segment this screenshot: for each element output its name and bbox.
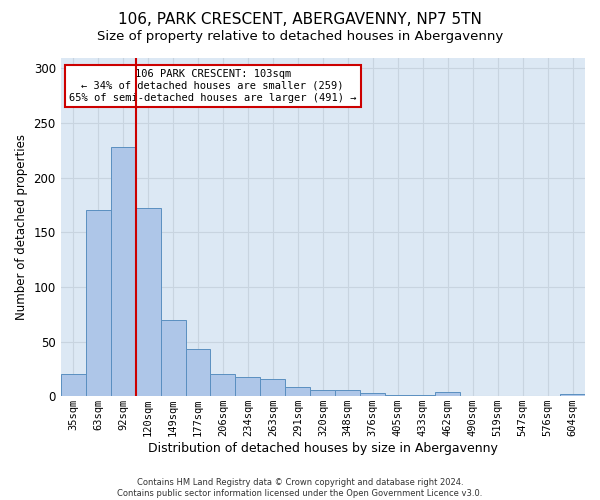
Bar	[310, 390, 335, 396]
Bar	[286, 388, 310, 396]
Bar	[161, 320, 185, 396]
Text: 106 PARK CRESCENT: 103sqm
← 34% of detached houses are smaller (259)
65% of semi: 106 PARK CRESCENT: 103sqm ← 34% of detac…	[69, 70, 356, 102]
Bar	[260, 378, 286, 396]
Y-axis label: Number of detached properties: Number of detached properties	[15, 134, 28, 320]
Bar	[211, 374, 235, 396]
Bar	[86, 210, 110, 396]
Text: Size of property relative to detached houses in Abergavenny: Size of property relative to detached ho…	[97, 30, 503, 43]
Bar	[335, 390, 360, 396]
Text: 106, PARK CRESCENT, ABERGAVENNY, NP7 5TN: 106, PARK CRESCENT, ABERGAVENNY, NP7 5TN	[118, 12, 482, 28]
Bar	[560, 394, 585, 396]
Text: Contains HM Land Registry data © Crown copyright and database right 2024.
Contai: Contains HM Land Registry data © Crown c…	[118, 478, 482, 498]
Bar	[136, 208, 161, 396]
Bar	[235, 376, 260, 396]
Bar	[61, 374, 86, 396]
Bar	[385, 395, 410, 396]
Bar	[110, 147, 136, 396]
X-axis label: Distribution of detached houses by size in Abergavenny: Distribution of detached houses by size …	[148, 442, 498, 455]
Bar	[410, 395, 435, 396]
Bar	[185, 349, 211, 396]
Bar	[360, 393, 385, 396]
Bar	[435, 392, 460, 396]
